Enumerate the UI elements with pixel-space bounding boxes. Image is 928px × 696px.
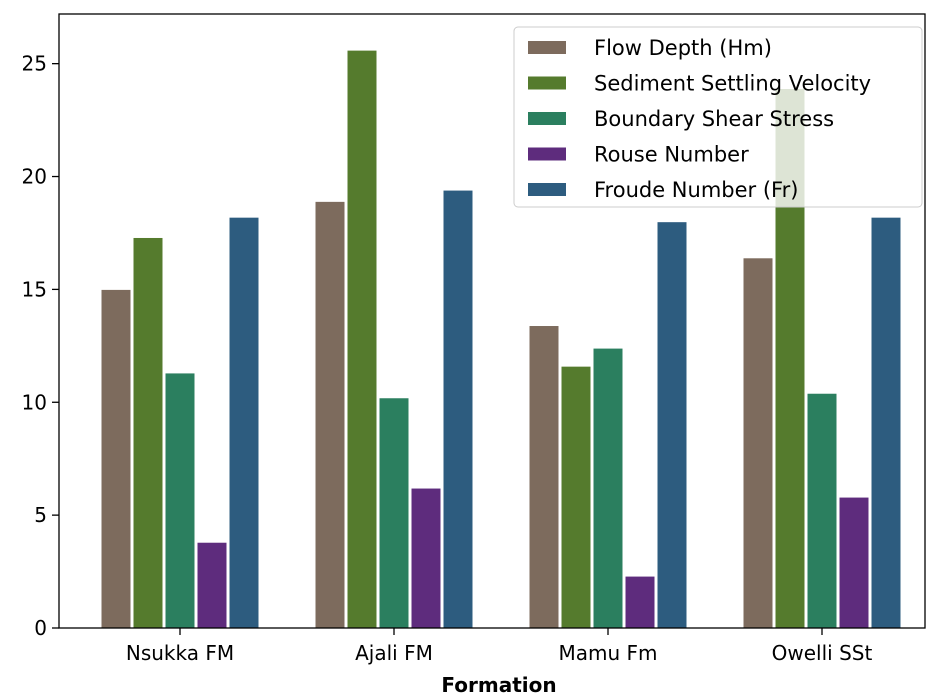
y-tick-label: 25 (22, 52, 47, 76)
bar (378, 397, 410, 629)
bar (656, 221, 688, 629)
y-tick-label: 10 (22, 390, 47, 414)
legend-label: Sediment Settling Velocity (594, 72, 871, 96)
bar (164, 372, 196, 629)
bar (870, 216, 902, 629)
bar (806, 392, 838, 629)
legend-swatch (528, 112, 566, 125)
legend-label: Rouse Number (594, 143, 749, 167)
y-axis: 0 5 10 15 20 25 (22, 52, 59, 640)
bar (838, 496, 870, 629)
x-tick-label: Ajali FM (355, 641, 433, 665)
legend-swatch (528, 41, 566, 54)
bar (742, 257, 774, 629)
x-tick-label: Mamu Fm (558, 641, 657, 665)
legend-swatch (528, 76, 566, 90)
bar (528, 325, 560, 629)
y-tick-label: 0 (34, 616, 47, 640)
legend-box (513, 26, 923, 208)
legend-label: Froude Number (Fr) (594, 178, 798, 202)
bar (132, 236, 164, 629)
bar (560, 365, 592, 629)
y-tick-label: 20 (22, 165, 47, 189)
y-tick-label: 15 (22, 277, 47, 301)
x-axis: Nsukka FM Ajali FM Mamu Fm Owelli SSt (126, 628, 873, 665)
legend: Flow Depth (Hm) Sediment Settling Velocit… (513, 26, 923, 208)
bar (196, 541, 228, 629)
bar (410, 487, 442, 629)
legend-swatch (528, 183, 566, 196)
x-axis-title: Formation (441, 673, 556, 696)
bar (314, 200, 346, 629)
legend-swatch (528, 147, 566, 161)
bar (592, 347, 624, 629)
legend-label: Boundary Shear Stress (594, 107, 834, 131)
legend-label: Flow Depth (Hm) (594, 36, 772, 60)
bar (100, 288, 132, 629)
x-tick-label: Nsukka FM (126, 641, 234, 665)
bar (442, 189, 474, 629)
bar (624, 575, 656, 629)
x-tick-label: Owelli SSt (772, 641, 873, 665)
plot-frame (58, 13, 926, 629)
y-tick-label: 5 (34, 503, 47, 527)
bar (346, 49, 378, 629)
bar (228, 216, 260, 629)
